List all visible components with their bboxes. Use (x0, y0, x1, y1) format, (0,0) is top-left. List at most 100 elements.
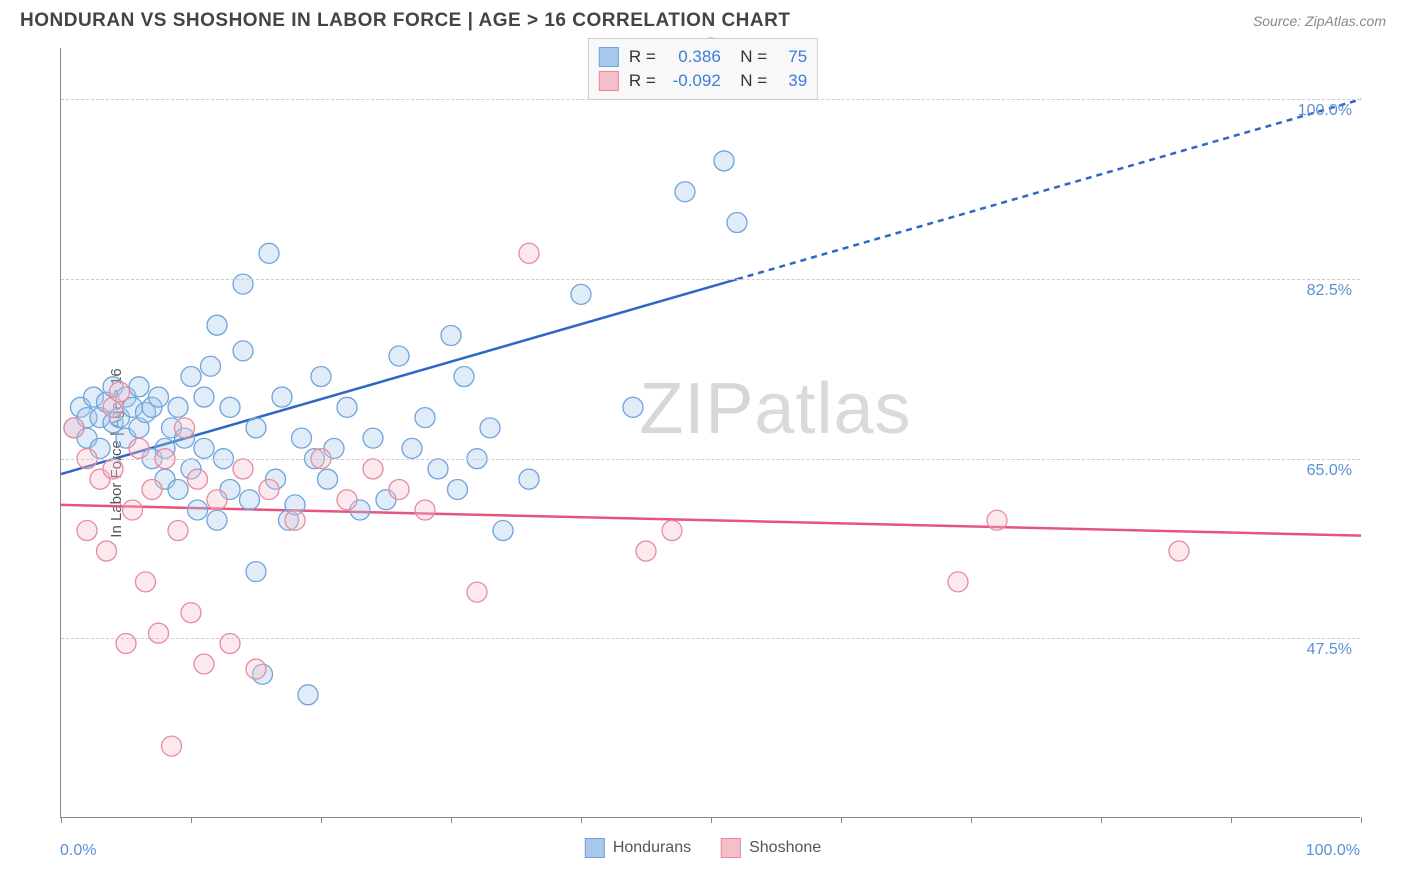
x-tick (191, 817, 192, 823)
scatter-point (272, 387, 292, 407)
scatter-point (162, 736, 182, 756)
y-tick-label: 82.5% (1307, 282, 1352, 300)
x-tick (1361, 817, 1362, 823)
scatter-point (129, 377, 149, 397)
scatter-point (448, 479, 468, 499)
x-tick (321, 817, 322, 823)
scatter-point (571, 284, 591, 304)
scatter-point (233, 274, 253, 294)
scatter-point (220, 397, 240, 417)
scatter-point (123, 500, 143, 520)
scatter-point (714, 151, 734, 171)
legend-swatch (599, 71, 619, 91)
scatter-point (519, 243, 539, 263)
scatter-point (519, 469, 539, 489)
series-legend-item: Shoshone (721, 838, 821, 858)
scatter-point (467, 582, 487, 602)
legend-swatch (599, 47, 619, 67)
scatter-point (363, 459, 383, 479)
grid-line (61, 459, 1360, 460)
scatter-point (428, 459, 448, 479)
scatter-point (181, 603, 201, 623)
scatter-point (454, 367, 474, 387)
x-axis-min-label: 0.0% (60, 842, 96, 860)
scatter-point (240, 490, 260, 510)
scatter-point (1169, 541, 1189, 561)
y-tick-label: 65.0% (1307, 462, 1352, 480)
scatter-point (233, 341, 253, 361)
scatter-point (233, 459, 253, 479)
scatter-point (623, 397, 643, 417)
y-tick-label: 100.0% (1298, 102, 1352, 120)
scatter-point (363, 428, 383, 448)
x-tick (61, 817, 62, 823)
scatter-point (441, 325, 461, 345)
source-attribution: Source: ZipAtlas.com (1253, 13, 1386, 29)
scatter-point (220, 633, 240, 653)
legend-n-value: 75 (777, 47, 807, 67)
scatter-point (292, 428, 312, 448)
scatter-point (64, 418, 84, 438)
scatter-point (207, 315, 227, 335)
legend-n-value: 39 (777, 71, 807, 91)
scatter-point (168, 397, 188, 417)
scatter-point (168, 521, 188, 541)
scatter-point (116, 633, 136, 653)
scatter-point (389, 479, 409, 499)
scatter-point (175, 418, 195, 438)
legend-r-value: 0.386 (666, 47, 721, 67)
chart-container: In Labor Force | Age > 16 ZIPatlas 47.5%… (20, 38, 1386, 868)
scatter-point (194, 438, 214, 458)
x-tick (971, 817, 972, 823)
trend-line-solid (61, 505, 1361, 536)
scatter-point (493, 521, 513, 541)
scatter-point (662, 521, 682, 541)
scatter-point (149, 387, 169, 407)
legend-r-value: -0.092 (666, 71, 721, 91)
legend-swatch (585, 838, 605, 858)
scatter-point (246, 659, 266, 679)
trend-line-dashed (737, 99, 1361, 279)
x-tick (451, 817, 452, 823)
series-legend: Hondurans Shoshone (585, 838, 821, 858)
correlation-legend: R = 0.386 N = 75R = -0.092 N = 39 (588, 38, 818, 100)
scatter-point (110, 382, 130, 402)
scatter-point (142, 479, 162, 499)
grid-line (61, 279, 1360, 280)
scatter-point (402, 438, 422, 458)
scatter-point (194, 654, 214, 674)
series-legend-label: Shoshone (749, 839, 821, 857)
scatter-point (311, 367, 331, 387)
x-tick (1101, 817, 1102, 823)
x-tick (841, 817, 842, 823)
scatter-point (285, 510, 305, 530)
scatter-point (480, 418, 500, 438)
scatter-point (987, 510, 1007, 530)
scatter-point (259, 243, 279, 263)
series-legend-item: Hondurans (585, 838, 691, 858)
scatter-point (298, 685, 318, 705)
legend-swatch (721, 838, 741, 858)
scatter-point (727, 213, 747, 233)
legend-n-label: N = (731, 47, 767, 67)
scatter-point (149, 623, 169, 643)
y-tick-label: 47.5% (1307, 641, 1352, 659)
series-legend-label: Hondurans (613, 839, 691, 857)
scatter-point (318, 469, 338, 489)
x-tick (1231, 817, 1232, 823)
correlation-legend-row: R =0.386 N =75 (599, 45, 807, 69)
scatter-point (207, 510, 227, 530)
scatter-point (948, 572, 968, 592)
legend-r-label: R = (629, 71, 656, 91)
scatter-point (207, 490, 227, 510)
x-tick (711, 817, 712, 823)
scatter-point (188, 469, 208, 489)
plot-svg (61, 48, 1360, 817)
scatter-point (103, 459, 123, 479)
scatter-point (259, 479, 279, 499)
scatter-point (129, 438, 149, 458)
scatter-point (337, 490, 357, 510)
legend-n-label: N = (731, 71, 767, 91)
scatter-point (389, 346, 409, 366)
correlation-legend-row: R = -0.092 N = 39 (599, 69, 807, 93)
